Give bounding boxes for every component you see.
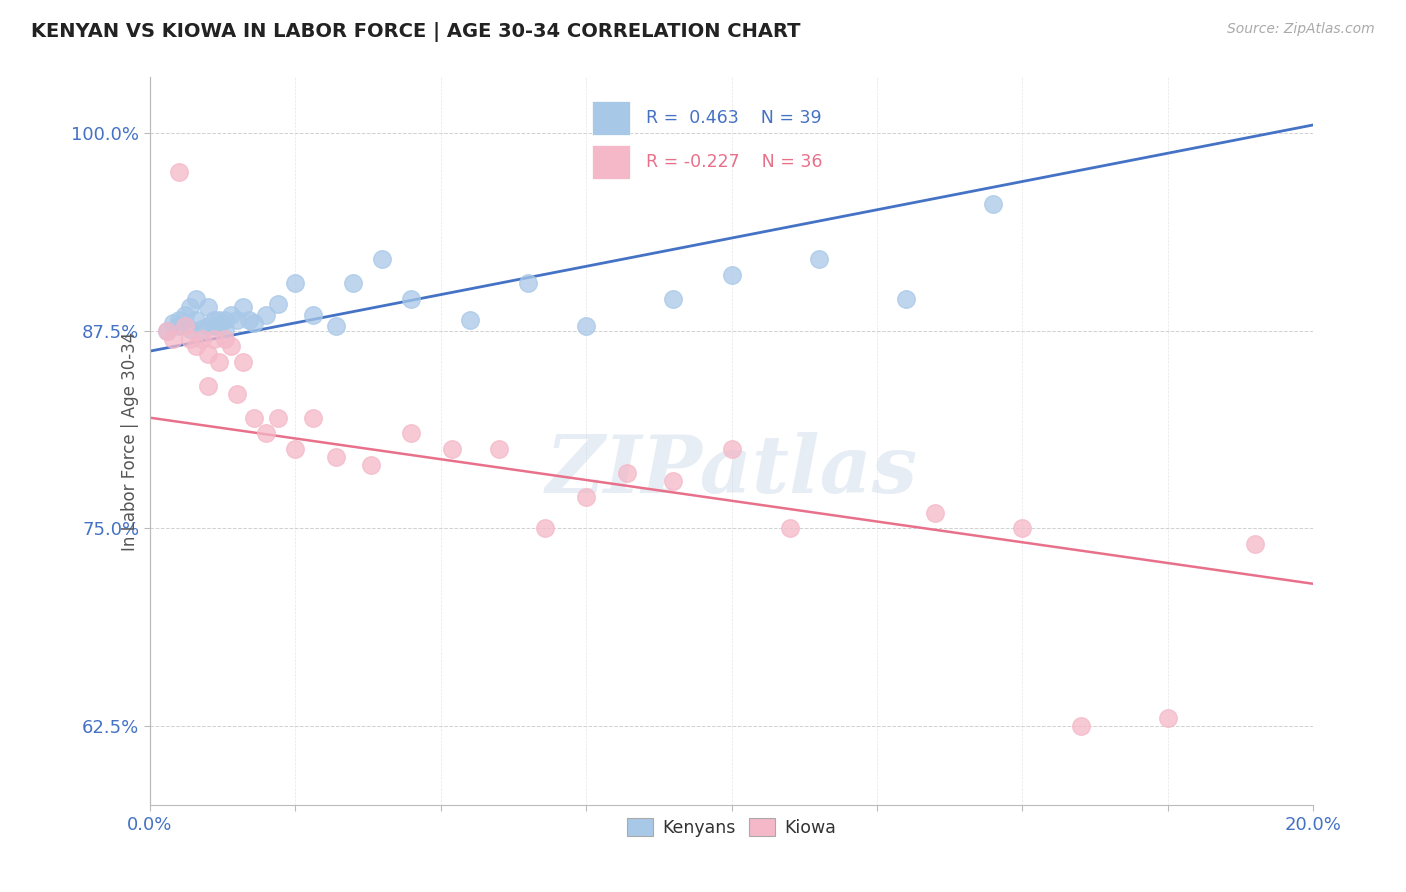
Legend: Kenyans, Kiowa: Kenyans, Kiowa — [620, 812, 842, 844]
Point — [197, 347, 219, 361]
Point — [284, 442, 307, 457]
Point — [894, 292, 917, 306]
Point — [197, 379, 219, 393]
Text: Source: ZipAtlas.com: Source: ZipAtlas.com — [1227, 22, 1375, 37]
Point — [1011, 521, 1033, 535]
Point — [401, 292, 423, 306]
Point — [167, 165, 190, 179]
Point — [232, 355, 254, 369]
Point — [179, 300, 201, 314]
Point — [1244, 537, 1267, 551]
Point — [720, 268, 742, 283]
Point — [186, 312, 208, 326]
Text: KENYAN VS KIOWA IN LABOR FORCE | AGE 30-34 CORRELATION CHART: KENYAN VS KIOWA IN LABOR FORCE | AGE 30-… — [31, 22, 800, 42]
Point — [325, 318, 347, 333]
Point — [202, 312, 225, 326]
Point — [208, 312, 231, 326]
Point — [202, 318, 225, 333]
Point — [214, 312, 236, 326]
Point — [186, 339, 208, 353]
Point — [197, 318, 219, 333]
Point — [162, 332, 184, 346]
Point — [173, 318, 195, 333]
Point — [254, 308, 277, 322]
Point — [981, 197, 1004, 211]
Point — [238, 312, 260, 326]
Point — [516, 276, 538, 290]
Point — [243, 410, 266, 425]
Point — [301, 410, 323, 425]
Point — [232, 300, 254, 314]
Point — [214, 332, 236, 346]
Point — [243, 316, 266, 330]
Point — [441, 442, 464, 457]
Point — [325, 450, 347, 465]
Point — [202, 332, 225, 346]
Point — [266, 297, 288, 311]
Point — [360, 458, 382, 472]
Point — [162, 316, 184, 330]
Point — [779, 521, 801, 535]
Point — [173, 308, 195, 322]
Point — [156, 324, 179, 338]
Point — [254, 426, 277, 441]
Point — [575, 490, 598, 504]
Point — [219, 339, 242, 353]
Point — [488, 442, 510, 457]
Point — [616, 466, 638, 480]
Point — [575, 318, 598, 333]
Point — [214, 322, 236, 336]
Y-axis label: In Labor Force | Age 30-34: In Labor Force | Age 30-34 — [121, 332, 139, 551]
Point — [208, 318, 231, 333]
Point — [534, 521, 557, 535]
Point — [219, 308, 242, 322]
Point — [167, 318, 190, 333]
Point — [197, 300, 219, 314]
Point — [191, 322, 214, 336]
Point — [179, 322, 201, 336]
Point — [226, 312, 249, 326]
Point — [401, 426, 423, 441]
Point — [186, 292, 208, 306]
Point — [458, 312, 481, 326]
Point — [179, 332, 201, 346]
Point — [1070, 719, 1092, 733]
Point — [807, 252, 830, 267]
Point — [720, 442, 742, 457]
Point — [371, 252, 394, 267]
Point — [167, 312, 190, 326]
Point — [662, 474, 685, 488]
Point — [301, 308, 323, 322]
Point — [284, 276, 307, 290]
Point — [924, 506, 946, 520]
Point — [266, 410, 288, 425]
Point — [342, 276, 364, 290]
Point — [1157, 711, 1180, 725]
Point — [156, 324, 179, 338]
Text: ZIPatlas: ZIPatlas — [546, 432, 918, 509]
Point — [191, 332, 214, 346]
Point — [662, 292, 685, 306]
Point — [226, 387, 249, 401]
Point — [208, 355, 231, 369]
